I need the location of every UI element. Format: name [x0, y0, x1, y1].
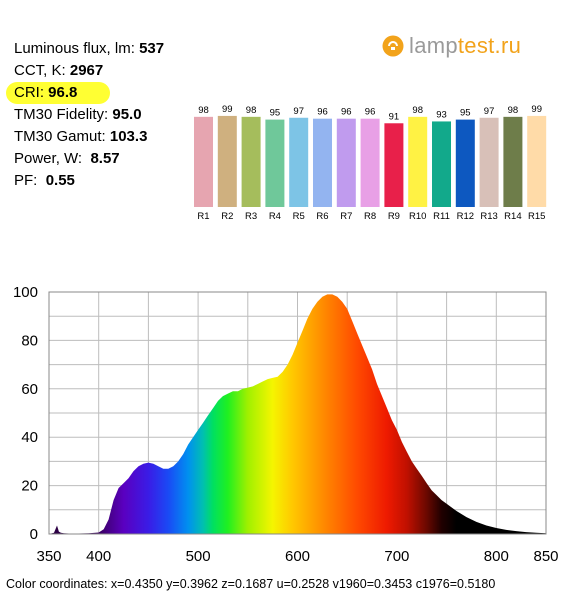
cri-category-label: R12: [457, 211, 474, 222]
y-tick-label: 60: [21, 381, 38, 398]
y-tick-label: 0: [30, 526, 38, 543]
cri-value-label: 98: [246, 105, 257, 116]
cri-bar-R10: [408, 116, 428, 207]
cri-bar-R4: [265, 119, 285, 207]
cri-value-label: 98: [198, 105, 209, 116]
x-tick-label: 600: [285, 548, 310, 565]
cri-bar-R1: [194, 116, 213, 207]
cri-category-label: R4: [269, 211, 281, 222]
cri-value-label: 99: [531, 104, 542, 115]
cri-value-label: 97: [293, 106, 304, 117]
cri-bar-chart: 98 R1 99 R2 98 R3 95 R4 97 R5 96 R6 96 R7 96 R8 91 R9 98 R1…: [194, 104, 547, 222]
fidelity-value: 95.0: [112, 106, 142, 123]
pf-value: 0.55: [45, 172, 75, 189]
x-tick-label: 350: [36, 548, 61, 565]
cri-bar-R12: [455, 119, 475, 207]
cri-bar-R13: [479, 117, 499, 207]
y-tick-label: 80: [21, 332, 38, 349]
color-coordinates: Color coordinates: x=0.4350 y=0.3962 z=0…: [6, 577, 496, 591]
lamp-stats: Luminous flux, lm: 537 CCT, K: 2967 CRI:…: [6, 38, 165, 192]
cri-category-label: R1: [197, 211, 209, 222]
cri-bar-R15: [527, 115, 547, 207]
cri-bar-R3: [241, 116, 261, 207]
cri-value-label: 93: [436, 109, 447, 120]
cri-value-label: 99: [222, 104, 233, 115]
cri-bar-R14: [503, 116, 523, 207]
x-tick-label: 800: [484, 548, 509, 565]
gamut-value: 103.3: [109, 128, 148, 145]
cct-value: 2967: [69, 62, 104, 79]
cri-value-label: 91: [389, 111, 400, 122]
cri-stat: CRI: 96.8: [6, 82, 164, 104]
y-tick-label: 40: [21, 429, 38, 446]
fidelity-stat: TM30 Fidelity: 95.0: [14, 106, 142, 123]
cri-category-label: R14: [504, 211, 521, 222]
cri-category-label: R3: [245, 211, 257, 222]
cri-value-label: 95: [270, 108, 281, 119]
cri-bar-R11: [432, 121, 451, 207]
cri-bar-R8: [360, 118, 380, 207]
x-tick-label: 500: [186, 548, 211, 565]
cri-category-label: R2: [221, 211, 233, 222]
cri-value-label: 96: [341, 107, 352, 118]
cri-bar-R7: [336, 118, 356, 207]
logo-text-b: test.ru: [457, 33, 522, 58]
cri-category-label: R15: [528, 211, 545, 222]
flux-value: 537: [139, 40, 165, 57]
cri-value: 96.8: [48, 84, 78, 101]
cri-category-label: R7: [340, 211, 352, 222]
logo-text-a: lamp: [409, 33, 458, 58]
lamptest-logo: lamptest.ru: [382, 33, 521, 59]
bulb-icon: [382, 35, 404, 57]
y-tick-label: 100: [13, 284, 38, 301]
cri-category-label: R8: [364, 211, 376, 222]
spectrum-area: [49, 294, 546, 534]
x-tick-label: 850: [533, 548, 558, 565]
cri-bar-R6: [313, 118, 332, 207]
power-value: 8.57: [90, 150, 120, 167]
cri-category-label: R9: [388, 211, 400, 222]
cri-value-label: 97: [484, 106, 495, 117]
cri-value-label: 96: [365, 107, 376, 118]
x-tick-label: 700: [384, 548, 409, 565]
cri-bar-R5: [289, 117, 309, 207]
cri-category-label: R5: [293, 211, 305, 222]
cri-category-label: R6: [316, 211, 328, 222]
spectrum-chart: 350 400 500 600 700 800 850 0 20 40 60 80 100: [13, 284, 559, 565]
cct-stat: CCT, K: 2967: [14, 62, 104, 79]
pf-stat: PF: 0.55: [14, 172, 75, 189]
cri-category-label: R11: [433, 211, 450, 222]
cri-value-label: 98: [412, 105, 423, 116]
cri-value-label: 95: [460, 108, 471, 119]
cri-value-label: 98: [508, 105, 519, 116]
cri-value-label: 96: [317, 107, 328, 118]
y-tick-label: 20: [21, 478, 38, 495]
cri-bar-R9: [384, 123, 404, 207]
cri-bar-R2: [217, 115, 237, 207]
x-tick-label: 400: [86, 548, 111, 565]
power-stat: Power, W: 8.57: [14, 150, 120, 167]
plot-frame: [48, 291, 547, 535]
flux-stat: Luminous flux, lm: 537: [14, 40, 165, 57]
cri-category-label: R10: [409, 211, 426, 222]
cri-category-label: R13: [480, 211, 497, 222]
gamut-stat: TM30 Gamut: 103.3: [14, 128, 148, 145]
